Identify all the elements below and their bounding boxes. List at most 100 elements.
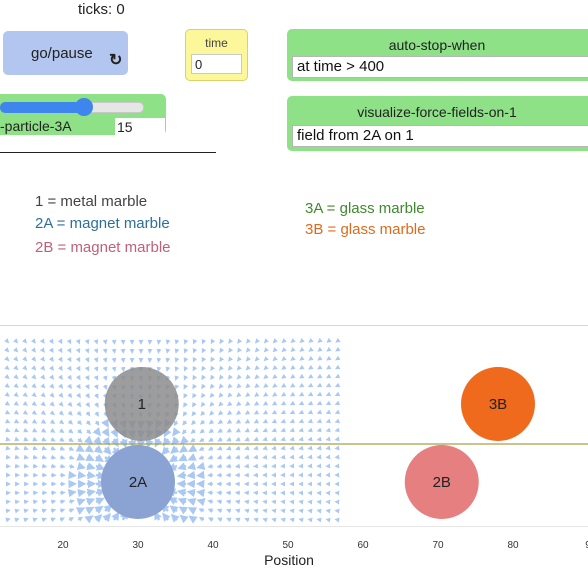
field-arrow bbox=[50, 508, 57, 514]
field-arrow bbox=[228, 347, 234, 353]
field-arrow bbox=[76, 498, 86, 507]
field-arrow bbox=[4, 356, 10, 362]
field-arrow bbox=[308, 373, 314, 379]
field-arrow bbox=[191, 401, 197, 408]
marble-label: 2A bbox=[129, 474, 147, 491]
world-view[interactable]: 1 2A 2B 3B 20 30 40 50 60 70 80 9 bbox=[0, 325, 588, 551]
field-arrow bbox=[253, 436, 259, 442]
field-arrow bbox=[246, 338, 252, 344]
field-arrow bbox=[93, 393, 99, 399]
field-arrow bbox=[59, 428, 65, 434]
field-arrow bbox=[163, 427, 172, 438]
field-arrow bbox=[253, 400, 260, 406]
field-arrow bbox=[235, 427, 241, 433]
slider-thumb[interactable] bbox=[75, 98, 93, 116]
field-arrow bbox=[245, 347, 251, 353]
field-arrow bbox=[271, 400, 278, 406]
field-arrow bbox=[316, 436, 322, 442]
visualize-force-fields-chooser[interactable]: visualize-force-fields-on-1 field from 2… bbox=[287, 96, 588, 151]
field-arrow bbox=[325, 373, 332, 379]
field-arrow bbox=[169, 505, 179, 514]
field-arrow bbox=[4, 374, 10, 379]
divider-line bbox=[0, 152, 216, 153]
field-arrow bbox=[178, 506, 188, 515]
field-arrow bbox=[334, 400, 341, 406]
auto-stop-when-select[interactable]: at time > 400 bbox=[292, 56, 588, 78]
field-arrow bbox=[182, 411, 188, 417]
field-arrow bbox=[31, 356, 37, 362]
field-arrow bbox=[289, 409, 296, 415]
slider-value[interactable]: 15 bbox=[115, 118, 165, 136]
field-arrow bbox=[22, 418, 29, 424]
field-arrow bbox=[200, 401, 206, 408]
field-arrow bbox=[254, 374, 260, 380]
field-arrow bbox=[22, 365, 28, 371]
field-arrow bbox=[14, 436, 20, 442]
field-arrow bbox=[188, 444, 198, 453]
field-arrow bbox=[173, 420, 179, 427]
field-arrow bbox=[67, 401, 73, 407]
field-arrow bbox=[67, 383, 72, 390]
field-arrow bbox=[325, 418, 331, 424]
field-arrow bbox=[235, 410, 242, 415]
field-arrow bbox=[201, 356, 207, 363]
field-arrow bbox=[84, 375, 90, 381]
field-arrow bbox=[50, 463, 57, 469]
field-arrow bbox=[31, 401, 37, 406]
field-arrow bbox=[326, 337, 332, 343]
particle-3a-slider[interactable]: -particle-3A 15 bbox=[0, 94, 166, 136]
field-arrow bbox=[210, 347, 216, 354]
field-arrow bbox=[13, 365, 19, 371]
field-arrow bbox=[179, 444, 189, 453]
x-axis-ticks: 20 30 40 50 60 70 80 9 bbox=[57, 540, 588, 551]
field-arrow bbox=[170, 445, 180, 454]
field-arrow bbox=[263, 374, 269, 380]
auto-stop-when-chooser[interactable]: auto-stop-when at time > 400 bbox=[287, 29, 588, 81]
field-arrow bbox=[4, 391, 10, 397]
field-arrow bbox=[5, 445, 11, 451]
go-pause-button[interactable]: go/pause ↻ bbox=[3, 31, 128, 75]
field-arrow bbox=[183, 357, 189, 363]
field-arrow bbox=[84, 384, 90, 390]
field-arrow bbox=[298, 382, 305, 388]
field-arrow bbox=[179, 514, 189, 524]
field-arrow bbox=[208, 428, 214, 434]
field-arrow bbox=[59, 454, 66, 460]
field-arrow bbox=[13, 400, 20, 406]
field-arrow bbox=[31, 374, 37, 380]
field-arrow bbox=[22, 356, 28, 362]
field-arrow bbox=[289, 391, 296, 397]
field-arrow bbox=[209, 383, 215, 389]
field-arrow bbox=[101, 418, 109, 428]
field-arrow bbox=[218, 383, 224, 389]
field-arrow bbox=[254, 347, 260, 353]
field-arrow bbox=[271, 445, 277, 451]
field-arrow bbox=[4, 338, 10, 344]
field-arrow bbox=[14, 517, 20, 523]
field-arrow bbox=[210, 356, 216, 363]
note-glass-3b: 3B = glass marble bbox=[305, 221, 426, 238]
field-arrow bbox=[103, 411, 108, 418]
field-arrow bbox=[102, 384, 108, 390]
field-arrow bbox=[102, 375, 108, 381]
field-arrow bbox=[186, 461, 197, 471]
field-arrow bbox=[177, 497, 187, 506]
field-arrow bbox=[192, 339, 198, 345]
field-arrow bbox=[281, 364, 287, 370]
field-arrow bbox=[192, 374, 198, 381]
visualize-force-fields-select[interactable]: field from 2A on 1 bbox=[292, 125, 588, 147]
field-arrow bbox=[49, 392, 55, 398]
field-arrow bbox=[14, 445, 20, 451]
field-arrow bbox=[162, 437, 172, 447]
field-arrow bbox=[68, 455, 75, 460]
field-arrow bbox=[227, 365, 233, 371]
x-axis-tick-label: 50 bbox=[282, 540, 294, 551]
field-arrow bbox=[307, 427, 313, 433]
field-arrow bbox=[13, 409, 20, 415]
field-arrow bbox=[281, 373, 287, 379]
field-arrow bbox=[207, 454, 214, 460]
field-arrow bbox=[272, 356, 278, 362]
field-arrow bbox=[307, 391, 314, 397]
field-arrow bbox=[84, 444, 94, 453]
x-axis-tick-label: 80 bbox=[507, 540, 519, 551]
